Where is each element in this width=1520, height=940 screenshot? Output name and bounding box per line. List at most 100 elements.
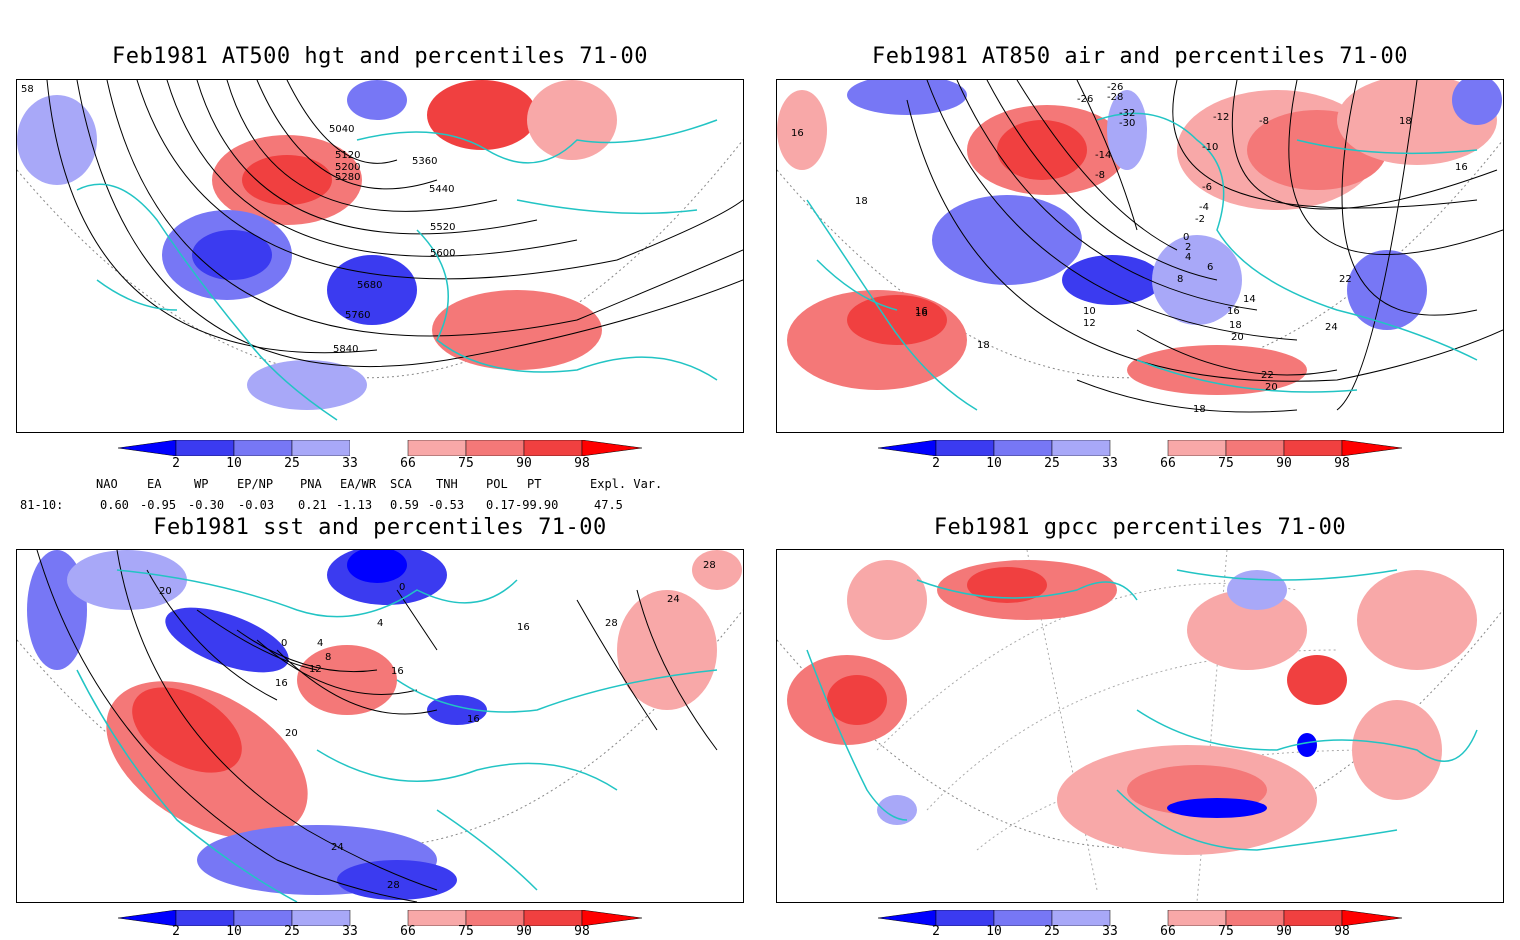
contour-label: 20	[1231, 332, 1244, 343]
colorbar-label: 75	[458, 456, 474, 471]
colorbar-label: 25	[1044, 924, 1060, 939]
contour-label: 4	[317, 638, 323, 649]
contour-label: 4	[377, 618, 383, 629]
contour-label: 5120	[335, 150, 360, 161]
colorbar-4: 2 10 25 33 66 75 90 98	[877, 909, 1403, 940]
contour-label: -2	[1195, 214, 1205, 225]
index-header-epnp: EP/NP	[237, 477, 274, 491]
colorbar-label: 75	[1218, 456, 1234, 471]
index-value-eawr: -1.13	[336, 498, 373, 512]
contour-label: 5280	[335, 172, 360, 183]
index-value-pol: 0.17	[486, 498, 515, 512]
contour-label: 10	[1083, 306, 1096, 317]
colorbar-label: 98	[1334, 456, 1350, 471]
index-value-tnh: -0.53	[428, 498, 465, 512]
colorbar-label: 75	[458, 924, 474, 939]
contour-label: -14	[1095, 150, 1111, 161]
index-header-tnh: TNH	[436, 477, 458, 491]
contour-label: 14	[1243, 294, 1256, 305]
colorbar-label: 90	[1276, 456, 1292, 471]
map-panel-500hgt: 5040 5120 5200 5280 5360 5440 5520 5600 …	[16, 79, 744, 433]
contour-label: 20	[285, 728, 298, 739]
colorbar-label: 75	[1218, 924, 1234, 939]
colorbar-label: 98	[1334, 924, 1350, 939]
map-panel-gpcc	[776, 549, 1504, 903]
contour-label: 5840	[333, 344, 358, 355]
contour-label: 5200	[335, 162, 360, 173]
index-header-pna: PNA	[300, 477, 322, 491]
colorbar-label: 33	[342, 924, 358, 939]
contour-label: -8	[1095, 170, 1105, 181]
contour-label: 6	[1207, 262, 1213, 273]
colorbar-label: 10	[226, 924, 242, 939]
contour-label: 8	[1177, 274, 1183, 285]
contour-label: 20	[1265, 382, 1278, 393]
contour-label: 0	[399, 582, 405, 593]
index-header-eawr: EA/WR	[340, 477, 377, 491]
contour-label: -12	[1213, 112, 1229, 123]
contour-label: 16	[791, 128, 804, 139]
colorbar-label: 25	[284, 456, 300, 471]
contour-label: 28	[605, 618, 618, 629]
contour-label: -32	[1119, 108, 1135, 119]
contour-label: 5680	[357, 280, 382, 291]
index-value-explvar: 47.5	[594, 498, 623, 512]
colorbar-label: 98	[574, 456, 590, 471]
panel-title-sst: Feb1981 sst and percentiles 71-00	[153, 515, 607, 540]
colorbar-4-svg	[877, 909, 1403, 927]
map-panel-850air: -26 -28 -26 -32 -30 -12 -8 16 18 16 -14 …	[776, 79, 1504, 433]
index-header-pol: POL	[486, 477, 508, 491]
colorbar-label: 66	[1160, 924, 1176, 939]
colorbar-label: 10	[226, 456, 242, 471]
panel-title-500hgt: Feb1981 AT500 hgt and percentiles 71-00	[111, 44, 649, 69]
contour-label: 4	[1185, 252, 1191, 263]
map-500hgt: 5040 5120 5200 5280 5360 5440 5520 5600 …	[17, 80, 743, 421]
colorbar-3-svg	[117, 909, 643, 927]
colorbar-label: 66	[1160, 456, 1176, 471]
index-header-wp: WP	[194, 477, 209, 491]
colorbar-label: 33	[1102, 456, 1118, 471]
index-row-label: 81-10:	[20, 498, 64, 512]
contour-label: 0	[1183, 232, 1189, 243]
index-value-ea: -0.95	[140, 498, 177, 512]
contour-label: -28	[1107, 92, 1123, 103]
contour-label: -30	[1119, 118, 1135, 129]
colorbar-label: 33	[342, 456, 358, 471]
map-panel-sst: 20 0 4 8 12 16 16 20 24 28 24 28 28 0 4 …	[16, 549, 744, 903]
contour-label: 18	[1399, 116, 1412, 127]
contour-label: 18	[1193, 404, 1206, 415]
contour-label: -26	[1077, 94, 1093, 105]
map-850air: -26 -28 -26 -32 -30 -12 -8 16 18 16 -14 …	[777, 80, 1503, 415]
colorbar-label: 10	[986, 924, 1002, 939]
contour-label: -26	[1107, 82, 1123, 93]
contour-label: 16	[467, 714, 480, 725]
contour-label: 16	[517, 622, 530, 633]
colorbar-label: 98	[574, 924, 590, 939]
contour-label: 12	[1083, 318, 1096, 329]
index-header-nao: NAO	[96, 477, 118, 491]
contour-label: 2	[1185, 242, 1191, 253]
colorbar-label: 66	[400, 924, 416, 939]
contour-label: -4	[1199, 202, 1209, 213]
colorbar-label: 66	[400, 456, 416, 471]
contour-label: 28	[703, 560, 716, 571]
colorbar-label: 90	[516, 924, 532, 939]
panel-title-850air: Feb1981 AT850 air and percentiles 71-00	[871, 44, 1409, 69]
contour-label: 16	[915, 308, 928, 319]
colorbar-2-svg	[877, 439, 1403, 457]
contour-label: 24	[1325, 322, 1338, 333]
colorbar-1: 2 10 25 33 66 75 90 98	[117, 439, 643, 476]
contour-label: 24	[667, 594, 680, 605]
contour-label: 16	[915, 306, 928, 317]
colorbar-3: 2 10 25 33 66 75 90 98	[117, 909, 643, 940]
contour-label: 24	[331, 842, 344, 853]
index-value-pna: 0.21	[298, 498, 327, 512]
contour-label: 20	[159, 586, 172, 597]
index-header-explvar: Expl. Var.	[590, 477, 663, 491]
contour-label: 16	[1455, 162, 1468, 173]
panel-title-gpcc: Feb1981 gpcc percentiles 71-00	[933, 515, 1347, 540]
contour-label: -8	[1259, 116, 1269, 127]
index-header-ea: EA	[147, 477, 162, 491]
contour-label: -6	[1202, 182, 1212, 193]
map-gpcc	[777, 550, 1503, 902]
